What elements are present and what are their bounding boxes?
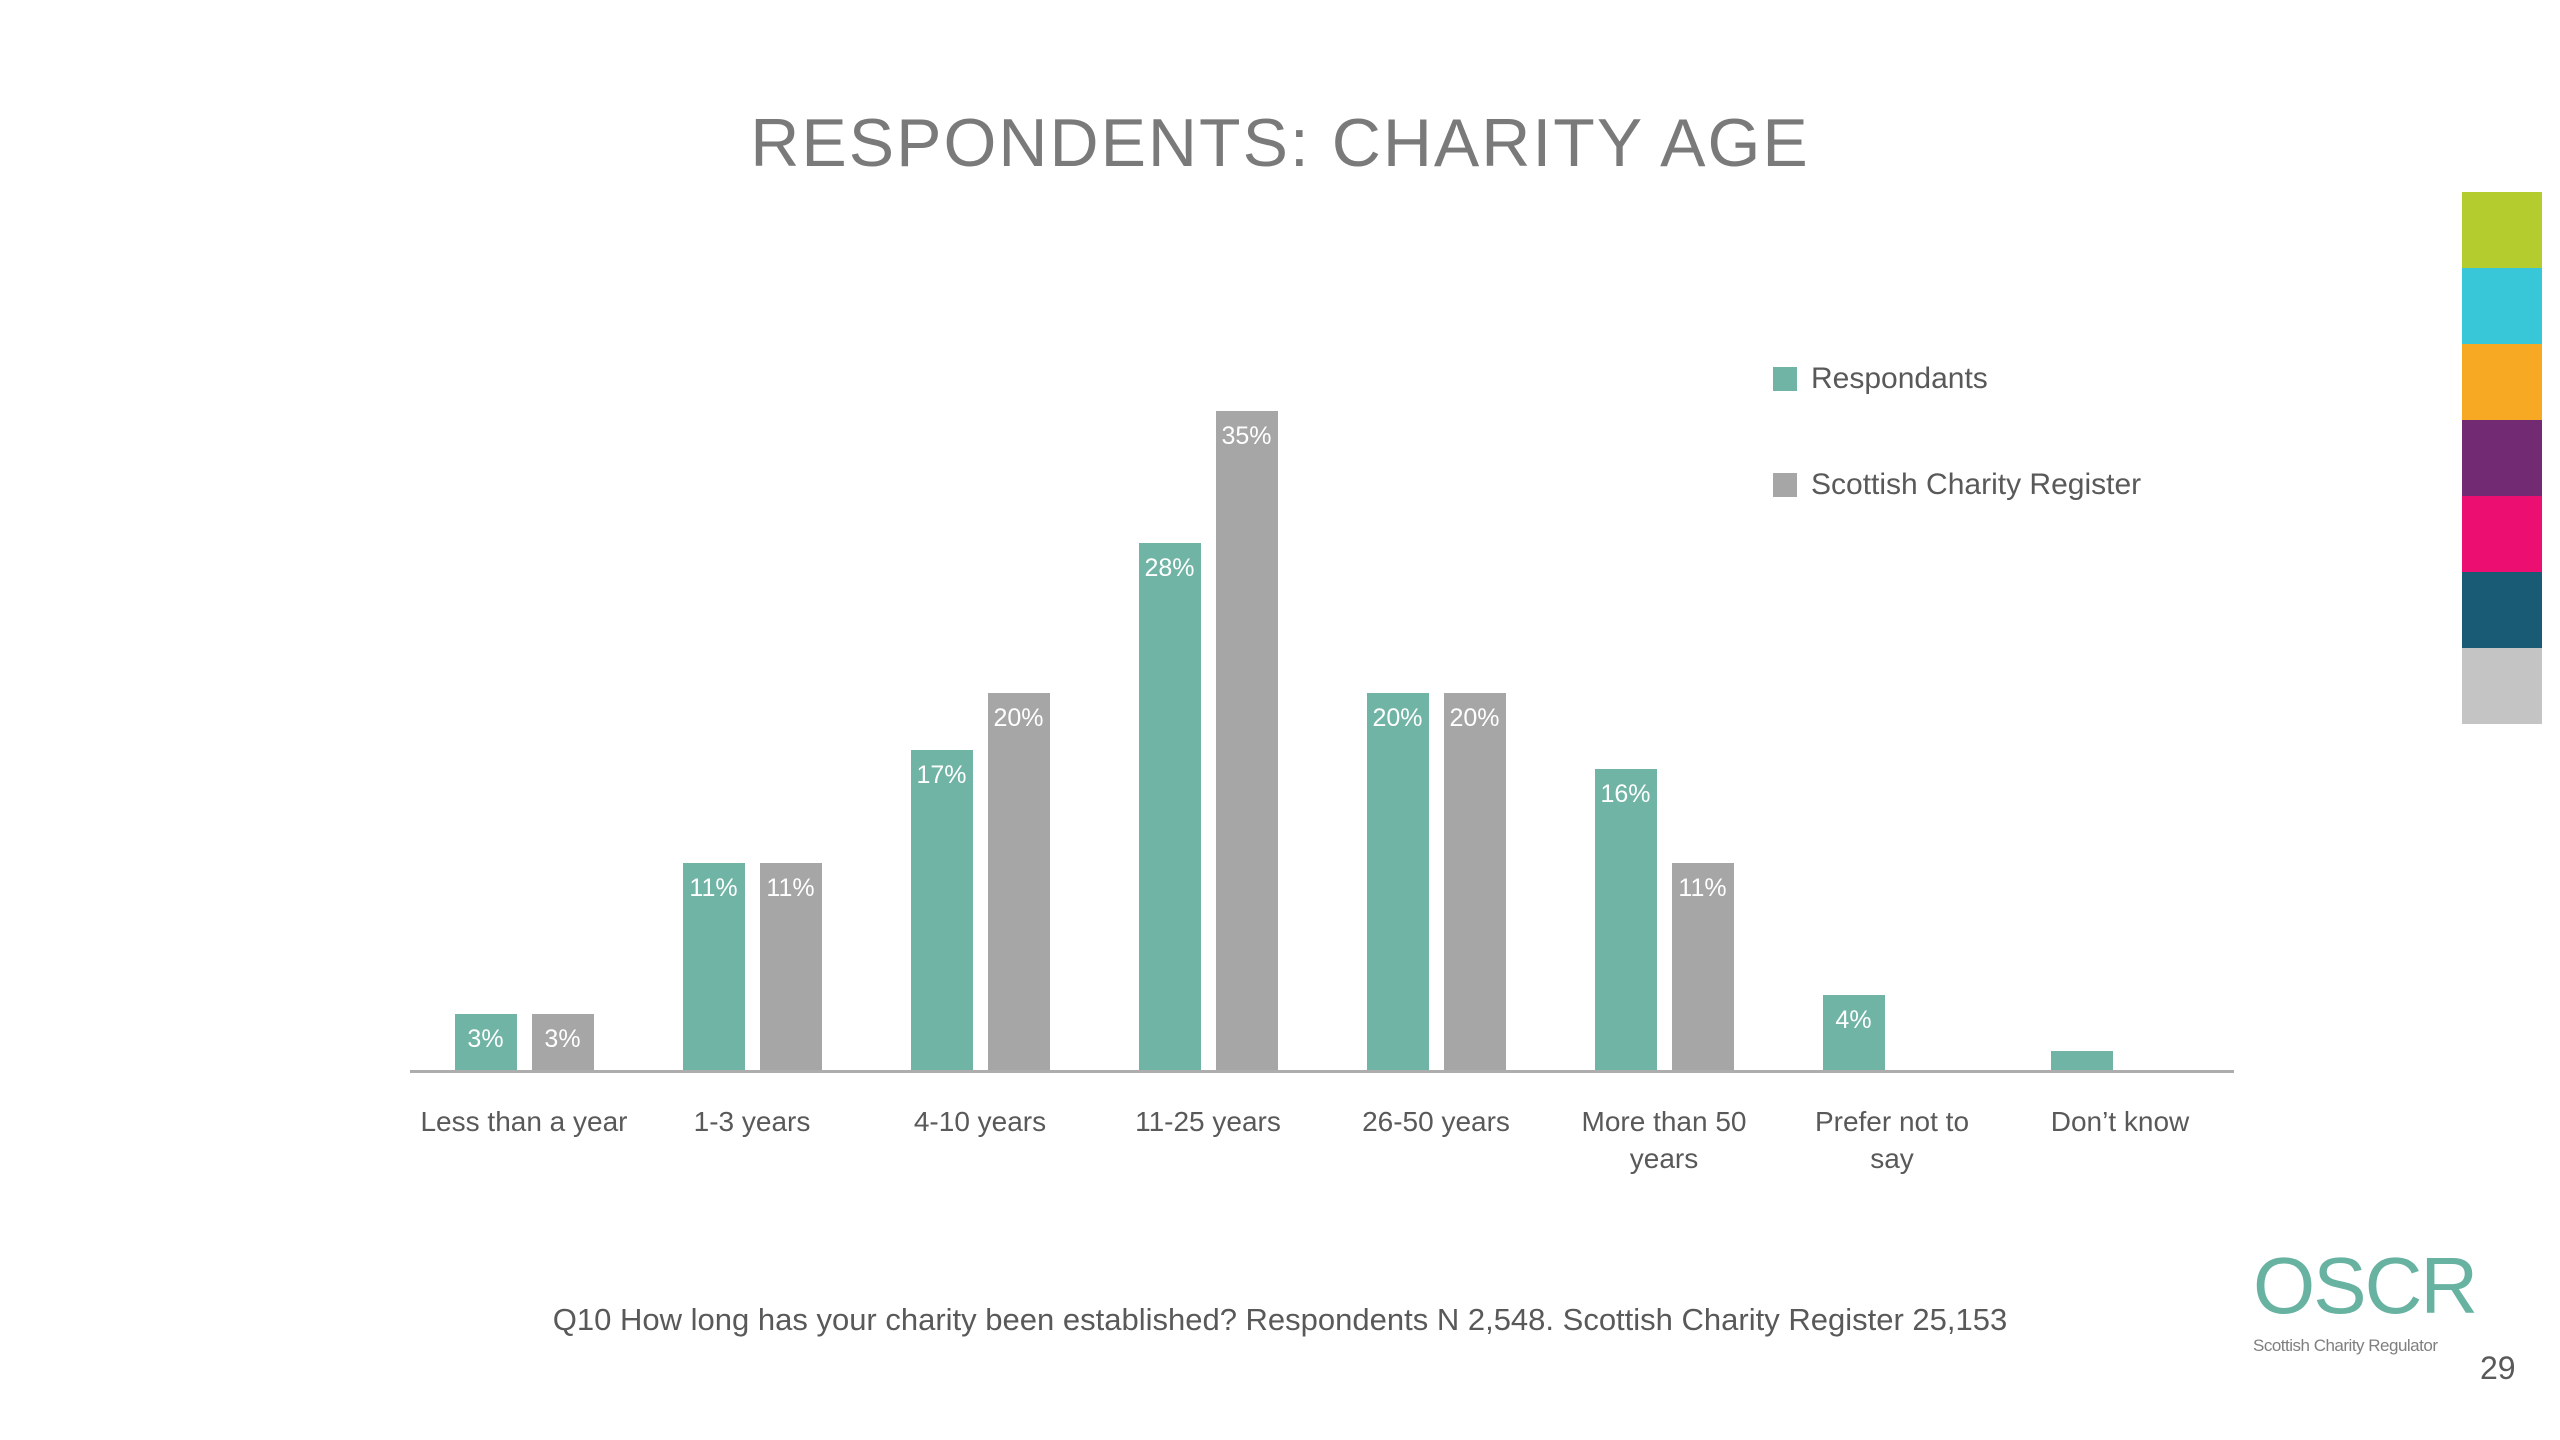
color-strip-block xyxy=(2462,648,2542,724)
legend-item: Respondants xyxy=(1773,362,2141,396)
bar-value-label: 11% xyxy=(1678,874,1727,902)
bar-value-label: 3% xyxy=(467,1025,504,1053)
bar xyxy=(2050,1051,2113,1070)
bar: 11% xyxy=(1671,863,1734,1070)
legend-color-swatch xyxy=(1773,473,1797,497)
bar-group xyxy=(2006,388,2234,1070)
bar: 17% xyxy=(910,750,973,1070)
color-strip-block xyxy=(2462,268,2542,344)
bar: 11% xyxy=(682,863,745,1070)
theme-color-strip xyxy=(2462,192,2542,724)
x-axis-labels: Less than a year 1-3 years 4-10 years 11-25… xyxy=(410,1104,2234,1178)
x-axis-label: 26-50 years xyxy=(1362,1106,1510,1137)
footnote: Q10 How long has your charity been estab… xyxy=(552,1302,2008,1337)
bar-value-label: 11% xyxy=(689,874,738,902)
x-axis-label: Prefer not to say xyxy=(1814,1106,1970,1174)
page-title: RESPONDENTS: CHARITY AGE xyxy=(750,105,1810,181)
x-axis-label: More than 50 years xyxy=(1581,1106,1747,1174)
bar-value-label: 11% xyxy=(766,874,815,902)
bar-value-label: 35% xyxy=(1221,422,1272,450)
bar: 4% xyxy=(1822,995,1885,1070)
legend-color-swatch xyxy=(1773,367,1797,391)
plot-groups: 3% 3% 11% 11% 17% 20% 28% 35% 20% 20% 16% 11% 4% xyxy=(410,388,2234,1070)
bar: 28% xyxy=(1138,543,1201,1070)
color-strip-block xyxy=(2462,496,2542,572)
bar: 20% xyxy=(987,693,1050,1070)
bar: 3% xyxy=(531,1014,594,1070)
bar-chart: 3% 3% 11% 11% 17% 20% 28% 35% 20% 20% 16% 11% 4% xyxy=(410,388,2234,1070)
legend-label: Scottish Charity Register xyxy=(1811,468,2142,501)
x-axis-label: Don’t know xyxy=(2050,1106,2190,1137)
color-strip-block xyxy=(2462,344,2542,420)
bar-value-label: 4% xyxy=(1835,1006,1872,1034)
bar: 35% xyxy=(1215,411,1278,1070)
x-axis-label: 1-3 years xyxy=(693,1106,811,1137)
legend-label: Respondants xyxy=(1811,362,1988,395)
color-strip-block xyxy=(2462,420,2542,496)
color-strip-block xyxy=(2462,192,2542,268)
bar-group: 20% 20% xyxy=(1322,388,1550,1070)
x-axis-label: 4-10 years xyxy=(913,1106,1047,1137)
bar-group: 4% xyxy=(1778,388,2006,1070)
bar: 16% xyxy=(1594,769,1657,1070)
chart-legend: Respondants Scottish Charity Register xyxy=(1773,362,2141,574)
bar-group: 17% 20% xyxy=(866,388,1094,1070)
logo-tagline: Scottish Charity Regulator xyxy=(2253,1336,2438,1355)
bar-group: 16% 11% xyxy=(1550,388,1778,1070)
bar-value-label: 17% xyxy=(916,761,967,789)
legend-item: Scottish Charity Register xyxy=(1773,468,2141,502)
bar: 3% xyxy=(454,1014,517,1070)
x-axis-label: 11-25 years xyxy=(1135,1106,1281,1137)
bar-value-label: 16% xyxy=(1600,780,1651,808)
bar: 20% xyxy=(1366,693,1429,1070)
bar-group: 11% 11% xyxy=(638,388,866,1070)
bar: 11% xyxy=(759,863,822,1070)
x-axis-line xyxy=(410,1070,2234,1073)
bar: 20% xyxy=(1443,693,1506,1070)
bar-value-label: 20% xyxy=(1449,704,1500,732)
bar-value-label: 3% xyxy=(544,1025,581,1053)
page-number: 29 xyxy=(2480,1350,2516,1386)
color-strip-block xyxy=(2462,572,2542,648)
bar-group: 28% 35% xyxy=(1094,388,1322,1070)
bar-value-label: 20% xyxy=(993,704,1044,732)
bar-value-label: 28% xyxy=(1144,554,1195,582)
logo-text: OSCR xyxy=(2253,1241,2478,1330)
bar-value-label: 20% xyxy=(1372,704,1423,732)
x-axis-label: Less than a year xyxy=(420,1106,628,1137)
bar-group: 3% 3% xyxy=(410,388,638,1070)
oscr-logo: OSCR Scottish Charity Regulator xyxy=(2253,1241,2478,1356)
